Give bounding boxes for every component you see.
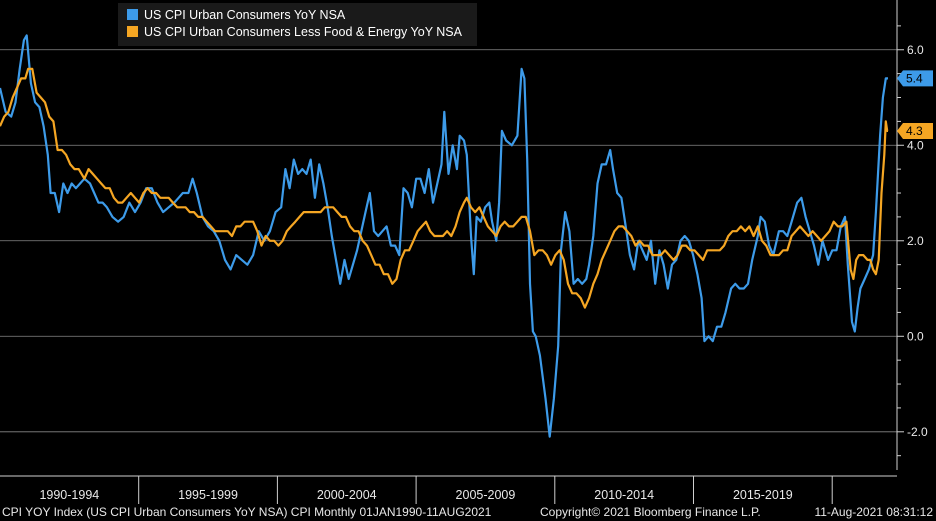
y-tick-label: -2.0 <box>907 425 928 439</box>
legend-background <box>118 3 477 46</box>
legend-swatch-cpi <box>127 9 138 20</box>
last-value-badge-core-cpi: 4.3 <box>897 122 933 139</box>
x-tick-label: 1995-1999 <box>178 488 238 502</box>
series-line-cpi <box>0 34 888 438</box>
y-tick-label: 6.0 <box>907 43 924 57</box>
legend-label-core-cpi: US CPI Urban Consumers Less Food & Energ… <box>144 25 463 39</box>
legend-swatch-core-cpi <box>127 26 138 37</box>
gridlines <box>0 49 897 433</box>
legend-label-cpi: US CPI Urban Consumers YoY NSA <box>144 8 346 22</box>
last-value-badges: 5.4 4.3 <box>897 70 933 139</box>
x-tick-label: 1990-1994 <box>39 488 99 502</box>
badge-shape <box>897 122 933 139</box>
x-tick-label: 2015-2019 <box>733 488 793 502</box>
series-line-core-cpi <box>0 67 889 309</box>
legend: US CPI Urban Consumers YoY NSA US CPI Urb… <box>118 3 477 46</box>
footer-security-info: CPI YOY Index (US CPI Urban Consumers Yo… <box>2 505 492 519</box>
y-tick-label: 2.0 <box>907 234 924 248</box>
x-tick-label: 2000-2004 <box>317 488 377 502</box>
last-value-badge-cpi: 5.4 <box>897 70 933 87</box>
y-tick-label: 4.0 <box>907 138 924 152</box>
x-tick-label: 2005-2009 <box>456 488 516 502</box>
y-tick-label: 0.0 <box>907 329 924 343</box>
footer-copyright: Copyright© 2021 Bloomberg Finance L.P. <box>540 505 761 519</box>
badge-value: 5.4 <box>906 71 923 85</box>
series-lines <box>0 34 889 438</box>
axes: 6.0 4.0 2.0 0.0 -2.0 1990-1994 1995-1999 2000-2… <box>0 0 928 504</box>
badge-shape <box>897 70 933 87</box>
x-tick-label: 2010-2014 <box>594 488 654 502</box>
badge-value: 4.3 <box>906 124 923 138</box>
footer-timestamp: 11-Aug-2021 08:31:12 <box>814 505 933 519</box>
